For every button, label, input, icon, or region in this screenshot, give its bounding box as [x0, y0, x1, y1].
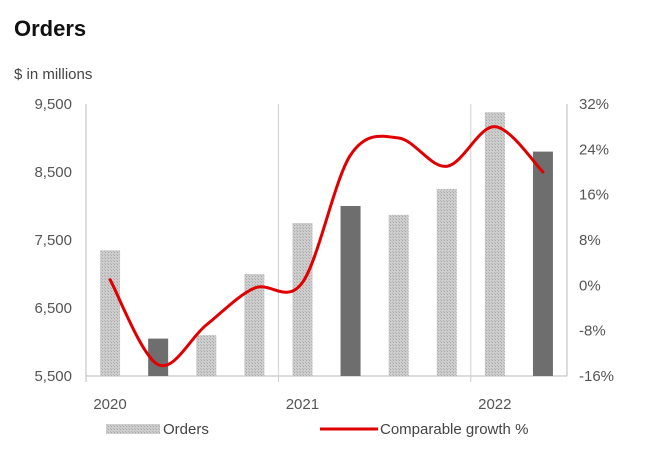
y-right-tick-label: 32% [579, 96, 609, 113]
legend-orders-swatch [106, 424, 160, 434]
orders-bar [244, 274, 265, 376]
chart-title: Orders [14, 16, 87, 41]
orders-bar [484, 112, 505, 376]
y-left-tick-label: 6,500 [34, 300, 72, 317]
legend-growth-label: Comparable growth % [380, 421, 528, 438]
y-right-tick-label: 0% [579, 277, 601, 294]
y-left-tick-label: 9,500 [34, 96, 72, 113]
legend-orders-label: Orders [163, 421, 209, 438]
comparable-growth-line [108, 125, 545, 368]
y-right-tick-label: -16% [579, 368, 614, 385]
orders-bar [100, 250, 121, 376]
y-axis-unit-label: $ in millions [14, 66, 93, 83]
orders-bar [532, 151, 553, 376]
y-right-tick-label: 16% [579, 187, 609, 204]
y-right-tick-label: -8% [579, 323, 606, 340]
y-right-tick-label: 24% [579, 141, 609, 158]
orders-bar [292, 223, 313, 376]
y-left-tick-label: 7,500 [34, 232, 72, 249]
y-right-tick-label: 8% [579, 232, 601, 249]
orders-bar [196, 335, 217, 376]
orders-bar [388, 214, 409, 376]
orders-bar [436, 189, 457, 376]
x-year-label: 2022 [478, 396, 511, 413]
y-left-tick-label: 8,500 [34, 164, 72, 181]
x-year-label: 2020 [93, 396, 126, 413]
x-year-label: 2021 [286, 396, 319, 413]
y-left-tick-label: 5,500 [34, 368, 72, 385]
orders-bar [340, 206, 361, 376]
